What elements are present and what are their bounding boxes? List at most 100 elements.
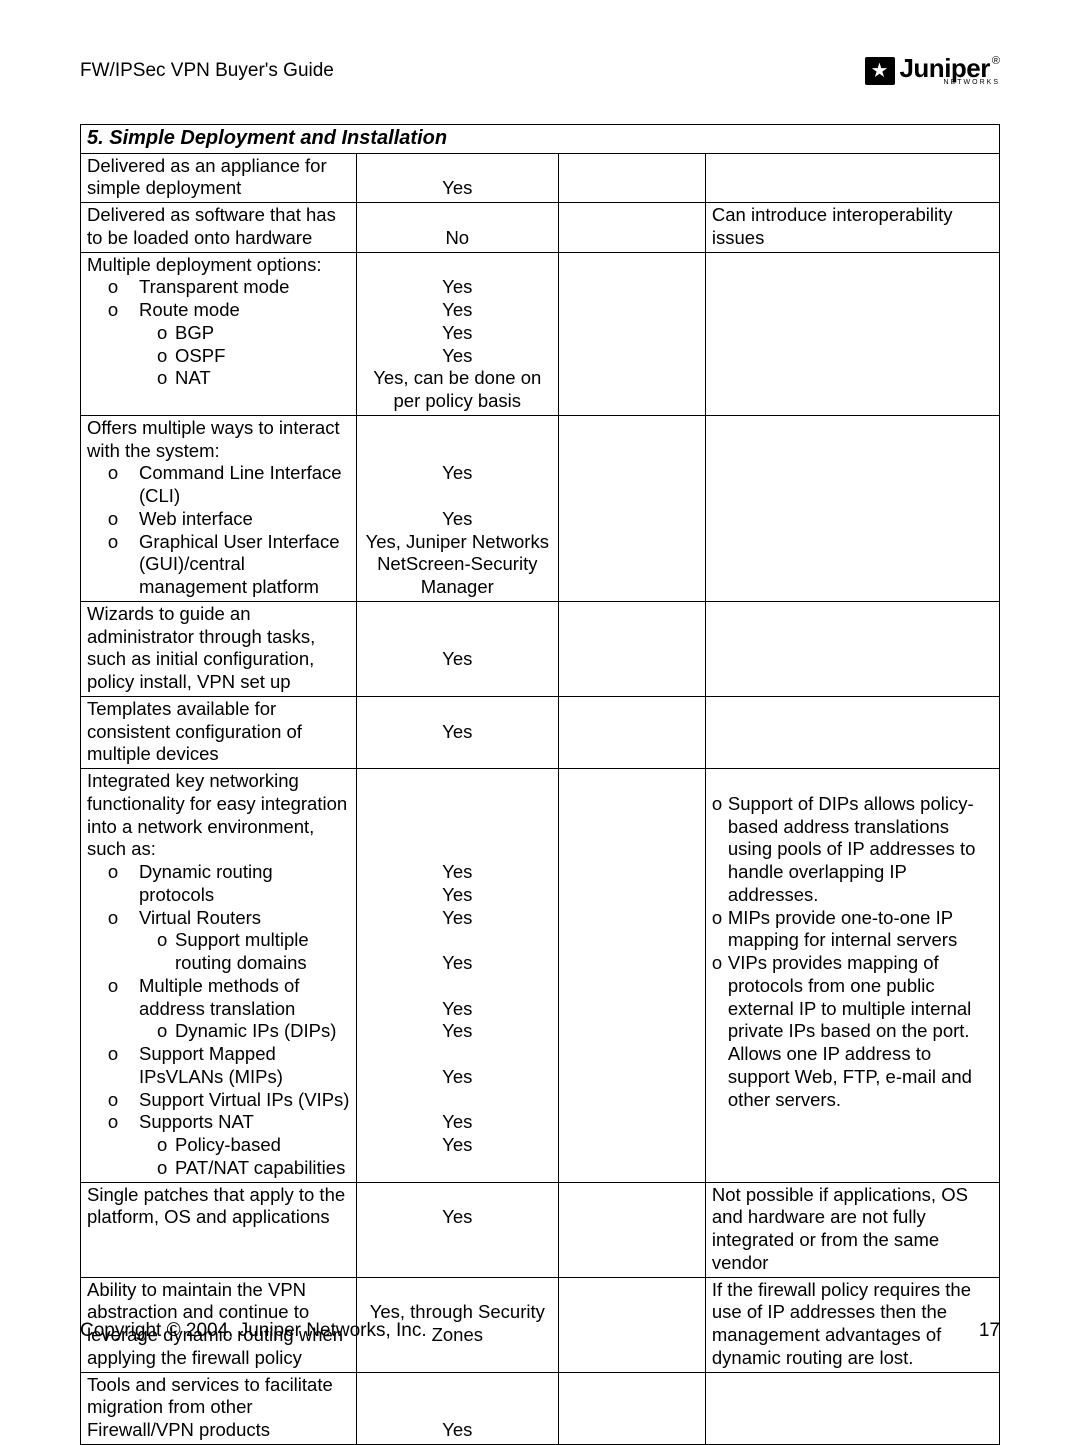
juniper-logo: Juniper® NETWORKS: [865, 55, 1000, 86]
sub-bullet-item: oBGP: [87, 322, 350, 345]
feature-cell: Tools and services to facilitate migrati…: [81, 1372, 357, 1444]
sub-bullet-item: oNAT: [87, 367, 350, 390]
value-cell: Yes Yes Yes Yes Yes Yes Yes Yes Yes: [356, 769, 558, 1183]
value-cell: Yes Yes Yes, Juniper Networks NetScreen-…: [356, 415, 558, 601]
table-row: Tools and services to facilitate migrati…: [81, 1372, 1000, 1444]
table-row: Delivered as software that has to be loa…: [81, 203, 1000, 253]
feature-cell: Wizards to guide an administrator throug…: [81, 601, 357, 696]
bullet-text: BGP: [175, 322, 350, 345]
bullet-text: Support multiple routing domains: [175, 929, 350, 975]
bullet-icon: o: [87, 1089, 139, 1112]
note-text: MIPs provide one-to-one IP mapping for i…: [728, 907, 993, 953]
intro-text: Integrated key networking functionality …: [87, 770, 350, 861]
notes-cell: [705, 415, 999, 601]
bullet-icon: o: [87, 975, 139, 1021]
value-cell: Yes: [356, 153, 558, 203]
bullet-text: Command Line Interface (CLI): [139, 462, 350, 508]
bullet-item: oRoute mode: [87, 299, 350, 322]
feature-cell: Multiple deployment options: oTransparen…: [81, 252, 357, 415]
blank-cell: [558, 203, 705, 253]
value-text: Yes: [442, 648, 472, 669]
bullet-text: Route mode: [139, 299, 350, 322]
value-text: Yes: [363, 1020, 552, 1043]
sub-bullet-item: oSupport multiple routing domains: [87, 929, 350, 975]
bullet-text: NAT: [175, 367, 350, 390]
value-text: Yes: [442, 177, 472, 198]
blank-cell: [558, 769, 705, 1183]
value-text: Yes: [363, 508, 552, 531]
bullet-icon: o: [157, 1157, 175, 1180]
table-row: Delivered as an appliance for simple dep…: [81, 153, 1000, 203]
value-text: Yes: [442, 1419, 472, 1440]
page-number: 17: [979, 1320, 1000, 1342]
table-row: Multiple deployment options: oTransparen…: [81, 252, 1000, 415]
value-cell: Yes Yes Yes Yes Yes, can be done on per …: [356, 252, 558, 415]
bullet-text: OSPF: [175, 345, 350, 368]
bullet-icon: o: [157, 345, 175, 368]
table-row: Integrated key networking functionality …: [81, 769, 1000, 1183]
bullet-icon: o: [157, 1020, 175, 1043]
blank-cell: [558, 1182, 705, 1277]
table-row: Single patches that apply to the platfor…: [81, 1182, 1000, 1277]
bullet-text: Support Mapped IPsVLANs (MIPs): [139, 1043, 350, 1089]
bullet-text: Transparent mode: [139, 276, 350, 299]
bullet-icon: o: [87, 531, 139, 599]
bullet-item: oDynamic routing protocols: [87, 861, 350, 907]
value-text: Yes: [363, 462, 552, 485]
bullet-text: Policy-based: [175, 1134, 350, 1157]
bullet-item: oSupport Mapped IPsVLANs (MIPs): [87, 1043, 350, 1089]
value-text: Yes: [363, 1134, 552, 1157]
blank-cell: [558, 252, 705, 415]
bullet-item: oSupport Virtual IPs (VIPs): [87, 1089, 350, 1112]
page-header: FW/IPSec VPN Buyer's Guide Juniper® NETW…: [80, 55, 1000, 86]
blank-cell: [558, 153, 705, 203]
notes-cell: [705, 153, 999, 203]
sub-bullet-item: oPAT/NAT capabilities: [87, 1157, 350, 1180]
bullet-icon: o: [157, 322, 175, 345]
bullet-icon: o: [87, 1111, 139, 1134]
bullet-icon: o: [87, 1043, 139, 1089]
note-item: oVIPs provides mapping of protocols from…: [712, 952, 993, 1111]
bullet-icon: o: [157, 1134, 175, 1157]
bullet-text: Dynamic routing protocols: [139, 861, 350, 907]
bullet-item: oCommand Line Interface (CLI): [87, 462, 350, 508]
value-cell: Yes: [356, 601, 558, 696]
doc-title: FW/IPSec VPN Buyer's Guide: [80, 60, 334, 82]
blank-cell: [558, 415, 705, 601]
logo-mark-icon: [865, 57, 895, 85]
feature-cell: Delivered as an appliance for simple dep…: [81, 153, 357, 203]
bullet-item: oTransparent mode: [87, 276, 350, 299]
sub-bullet-item: oOSPF: [87, 345, 350, 368]
bullet-item: oVirtual Routers: [87, 907, 350, 930]
feature-table: 5. Simple Deployment and Installation De…: [80, 124, 1000, 1445]
bullet-icon: o: [712, 793, 728, 907]
notes-cell: Not possible if applications, OS and har…: [705, 1182, 999, 1277]
notes-cell: [705, 601, 999, 696]
notes-cell: Can introduce interoperability issues: [705, 203, 999, 253]
value-text: Yes: [363, 952, 552, 975]
blank-cell: [558, 696, 705, 768]
bullet-text: Graphical User Interface (GUI)/central m…: [139, 531, 350, 599]
table-row: Offers multiple ways to interact with th…: [81, 415, 1000, 601]
section-title: 5. Simple Deployment and Installation: [81, 125, 1000, 154]
feature-cell: Delivered as software that has to be loa…: [81, 203, 357, 253]
value-text: Yes, can be done on per policy basis: [363, 367, 552, 413]
value-text: Yes, Juniper Networks NetScreen-Security…: [363, 531, 552, 599]
bullet-icon: o: [87, 276, 139, 299]
feature-cell: Integrated key networking functionality …: [81, 769, 357, 1183]
bullet-item: oSupports NAT: [87, 1111, 350, 1134]
value-text: Yes: [363, 276, 552, 299]
bullet-icon: o: [712, 952, 728, 1111]
value-text: Yes: [363, 299, 552, 322]
bullet-icon: o: [712, 907, 728, 953]
notes-cell: [705, 696, 999, 768]
notes-cell: oSupport of DIPs allows policy-based add…: [705, 769, 999, 1183]
value-cell: Yes: [356, 1182, 558, 1277]
value-cell: No: [356, 203, 558, 253]
notes-cell: [705, 252, 999, 415]
bullet-text: Dynamic IPs (DIPs): [175, 1020, 350, 1043]
value-text: Yes: [363, 998, 552, 1021]
notes-cell: [705, 1372, 999, 1444]
value-text: Yes: [363, 1111, 552, 1134]
table-row: Templates available for consistent confi…: [81, 696, 1000, 768]
